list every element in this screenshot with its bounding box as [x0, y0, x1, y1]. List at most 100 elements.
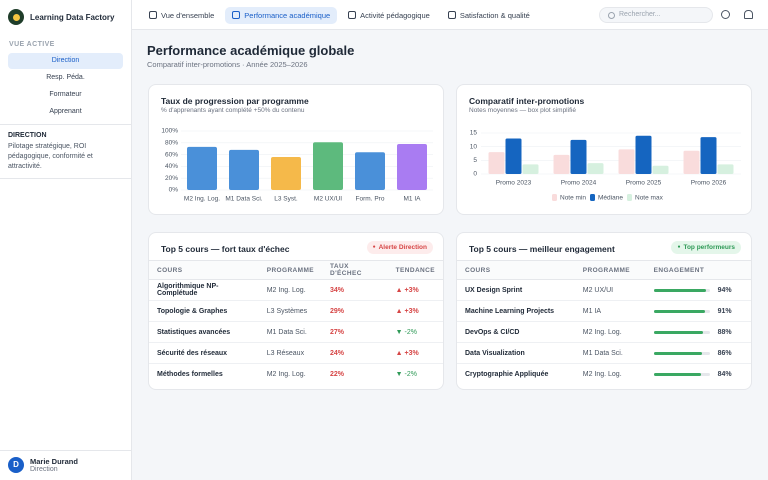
- legend-swatch: [627, 194, 632, 201]
- tab[interactable]: Vue d'ensemble: [142, 7, 221, 24]
- bar[interactable]: [187, 146, 217, 190]
- x-tick-label: Promo 2024: [561, 180, 597, 187]
- nav-item[interactable]: Formateur: [49, 91, 82, 98]
- user-name: Marie Durand: [30, 457, 78, 466]
- course: DevOps & CI/CD: [457, 321, 575, 343]
- column-header: TENDANCE: [387, 260, 443, 280]
- bar[interactable]: [271, 156, 301, 190]
- table-row[interactable]: Algorithmique NP-Complétude M2 Ing. Log. 3…: [149, 279, 443, 301]
- bar[interactable]: [505, 138, 522, 174]
- chart-card: Comparatif inter-promotions Notes moyenn…: [456, 84, 752, 215]
- table: COURS PROGRAMME ENGAGEMENT UX Design Sprint…: [457, 260, 751, 385]
- table: COURS PROGRAMME TAUX D'ÉCHEC TENDANCE Algori…: [149, 260, 443, 385]
- x-tick-label: L3 Syst.: [274, 196, 298, 203]
- trend: ▼ -2%: [395, 370, 417, 378]
- x-tick-label: M2 UX/UI: [314, 196, 342, 203]
- engagement-value: 88%: [717, 328, 732, 336]
- tab[interactable]: Satisfaction & qualité: [441, 7, 537, 24]
- table-row[interactable]: DevOps & CI/CD M2 Ing. Log. 88%: [457, 321, 751, 343]
- user-role: Direction: [30, 466, 58, 473]
- x-tick-label: M2 Ing. Log.: [184, 196, 220, 203]
- engagement-value: 86%: [717, 349, 732, 357]
- table-title: Top 5 cours — meilleur engagement: [469, 244, 615, 254]
- bar[interactable]: [717, 164, 734, 174]
- bar[interactable]: [570, 139, 587, 174]
- trend: ▲ +3%: [387, 279, 443, 301]
- bar[interactable]: [683, 150, 700, 174]
- bar[interactable]: [587, 163, 604, 174]
- program: M1 Data Sci.: [574, 342, 646, 364]
- search[interactable]: Rechercher...: [599, 7, 713, 23]
- nav-item[interactable]: Apprenant: [49, 108, 82, 115]
- column-header: TAUX D'ÉCHEC: [322, 260, 388, 280]
- table-head: COURS PROGRAMME ENGAGEMENT: [457, 260, 751, 280]
- y-tick-label: 60%: [165, 151, 178, 158]
- engagement-bar: [653, 330, 703, 334]
- engagement-bar: [653, 309, 705, 313]
- bar[interactable]: [635, 135, 652, 174]
- table-row[interactable]: Machine Learning Projects M1 IA 91%: [457, 300, 751, 322]
- role-nav: Direction Resp. Péda. Formateur Apprenant: [8, 53, 123, 121]
- rate: 27%: [322, 321, 388, 343]
- engagement-cell: 91%: [645, 300, 751, 322]
- divider: [0, 450, 131, 451]
- course: Topologie & Graphes: [149, 300, 259, 322]
- course: Machine Learning Projects: [457, 300, 575, 322]
- engagement-track: [653, 372, 710, 376]
- course: Cryptographie Appliquée: [465, 370, 549, 378]
- bar[interactable]: [700, 137, 717, 174]
- y-tick-label: 0%: [169, 187, 179, 194]
- brand[interactable]: Learning Data Factory: [8, 9, 114, 25]
- engagement-track: [653, 309, 710, 313]
- role-description: Pilotage stratégique, ROI pédagogique, c…: [8, 143, 93, 170]
- bar[interactable]: [488, 152, 505, 174]
- bar[interactable]: [553, 154, 570, 174]
- bar[interactable]: [652, 165, 669, 174]
- tabs: Vue d'ensemble Performance académique Acti…: [142, 7, 537, 24]
- engagement-track: [653, 351, 710, 355]
- table-row[interactable]: Cryptographie Appliquée M2 Ing. Log. 84%: [457, 364, 751, 385]
- engagement-cell: 94%: [645, 279, 751, 301]
- tab[interactable]: Performance académique: [225, 7, 338, 24]
- bar[interactable]: [522, 164, 539, 174]
- bar[interactable]: [229, 149, 259, 190]
- avatar[interactable]: D: [8, 457, 24, 473]
- table-row[interactable]: Data Visualization M1 Data Sci. 86%: [457, 342, 751, 364]
- table-row[interactable]: UX Design Sprint M2 UX/UI 94%: [457, 279, 751, 301]
- table-body: Algorithmique NP-Complétude M2 Ing. Log. 3…: [149, 279, 443, 385]
- table-title: Top 5 cours — fort taux d'échec: [161, 244, 290, 254]
- table-row[interactable]: Sécurité des réseaux L3 Réseaux 24% ▲ +3%: [149, 342, 443, 364]
- table-row[interactable]: Méthodes formelles M2 Ing. Log. 22% ▼ -2%: [149, 364, 443, 385]
- divider: [0, 124, 131, 125]
- rate: 24%: [322, 342, 388, 364]
- page-subtitle: Comparatif inter-promotions · Année 2025…: [147, 60, 308, 69]
- bar[interactable]: [618, 149, 635, 174]
- engagement: 94%: [653, 287, 743, 294]
- theme-toggle[interactable]: [721, 10, 730, 19]
- engagement: 88%: [653, 328, 743, 336]
- engagement-track: [653, 288, 710, 292]
- bar[interactable]: [355, 152, 385, 190]
- bar[interactable]: [313, 142, 343, 190]
- tab[interactable]: Activité pédagogique: [341, 7, 437, 24]
- bar[interactable]: [397, 143, 427, 190]
- chart-subtitle: % d'apprenants ayant complété +50% du co…: [161, 107, 305, 114]
- program: M2 Ing. Log.: [258, 279, 323, 301]
- chart-subtitle: Notes moyennes — box plot simplifié: [469, 107, 576, 114]
- logo: [8, 9, 24, 25]
- header-row: COURS PROGRAMME ENGAGEMENT: [457, 260, 751, 280]
- badge: Alerte Direction: [366, 241, 433, 254]
- table-row[interactable]: Statistiques avancées M1 Data Sci. 27% ▼ -2…: [149, 321, 443, 343]
- badge: Top performeurs: [671, 241, 741, 254]
- nav-item[interactable]: Resp. Péda.: [46, 74, 85, 81]
- rate: 34%: [322, 279, 388, 301]
- table-row[interactable]: Topologie & Graphes L3 Systèmes 29% ▲ +3%: [149, 300, 443, 322]
- rate: 29%: [322, 300, 388, 322]
- course: Méthodes formelles: [157, 370, 223, 378]
- course: Sécurité des réseaux: [149, 342, 259, 364]
- nav-item[interactable]: Direction: [8, 53, 123, 69]
- column-header: ENGAGEMENT: [645, 260, 751, 280]
- notifications[interactable]: [744, 10, 753, 19]
- engagement-bar: [653, 372, 701, 376]
- program: M2 Ing. Log.: [574, 321, 646, 343]
